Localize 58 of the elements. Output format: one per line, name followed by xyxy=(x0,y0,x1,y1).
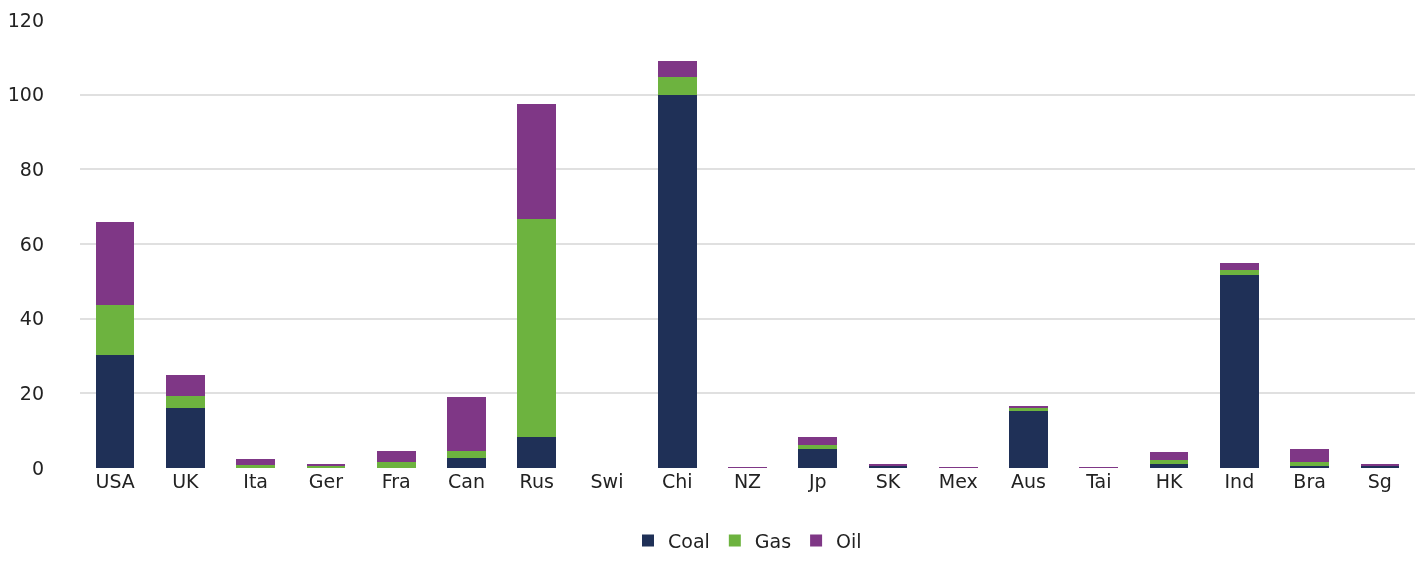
x-tick-label: Chi xyxy=(661,470,693,492)
bar xyxy=(95,221,135,305)
x-tick-label: Ger xyxy=(308,470,344,492)
x-tick-label: Rus xyxy=(519,470,554,492)
bar xyxy=(166,374,205,397)
y-tick-label: 60 xyxy=(19,232,44,255)
bar xyxy=(236,458,275,466)
bar xyxy=(447,457,486,468)
x-tick-label: Aus xyxy=(1011,470,1047,492)
legend-label: Oil xyxy=(836,530,862,553)
x-tick-label: Mex xyxy=(938,470,978,492)
bar xyxy=(447,397,486,452)
bar xyxy=(376,461,416,468)
y-tick-label: 120 xyxy=(7,8,44,31)
bar xyxy=(798,449,838,468)
legend-label: Coal xyxy=(668,530,710,553)
bar xyxy=(1220,270,1259,275)
x-tick-label: Bra xyxy=(1293,470,1326,492)
bar xyxy=(798,445,838,450)
bar xyxy=(657,77,697,95)
bar xyxy=(1290,462,1329,467)
bar xyxy=(517,104,557,219)
bar xyxy=(447,451,486,458)
x-tick-label: Swi xyxy=(590,470,624,492)
y-tick-label: 20 xyxy=(19,381,44,404)
x-tick-label: Sg xyxy=(1367,470,1392,492)
x-tick-label: Ita xyxy=(243,470,269,492)
x-tick-label: SK xyxy=(875,470,901,492)
bar xyxy=(1009,410,1048,468)
y-tick-label: 0 xyxy=(31,456,44,479)
x-tick-label: Fra xyxy=(381,470,411,492)
y-tick-label: 100 xyxy=(7,83,44,106)
bar xyxy=(657,61,697,78)
bar xyxy=(95,304,135,355)
y-tick-label: 40 xyxy=(19,307,44,330)
bar xyxy=(1149,452,1189,460)
bar xyxy=(517,218,557,438)
legend-label: Gas xyxy=(754,530,792,553)
bar xyxy=(657,94,697,468)
x-tick-label: Tai xyxy=(1085,470,1112,492)
bar xyxy=(166,407,205,468)
x-tick-label: Can xyxy=(447,470,485,492)
bar xyxy=(798,436,838,446)
bar xyxy=(517,437,557,468)
bar xyxy=(376,451,416,462)
x-tick-label: Ind xyxy=(1224,470,1255,492)
x-tick-label: UK xyxy=(172,470,200,492)
x-tick-label: NZ xyxy=(733,470,762,492)
bar xyxy=(1220,263,1259,271)
bar xyxy=(166,396,205,408)
x-tick-label: HK xyxy=(1155,470,1183,492)
y-tick-label: 80 xyxy=(19,157,44,180)
bar xyxy=(1149,459,1189,464)
bar xyxy=(95,354,135,468)
x-tick-label: Jp xyxy=(807,470,827,492)
bar xyxy=(1220,274,1259,468)
x-tick-label: USA xyxy=(95,470,135,492)
bar xyxy=(1290,449,1329,463)
